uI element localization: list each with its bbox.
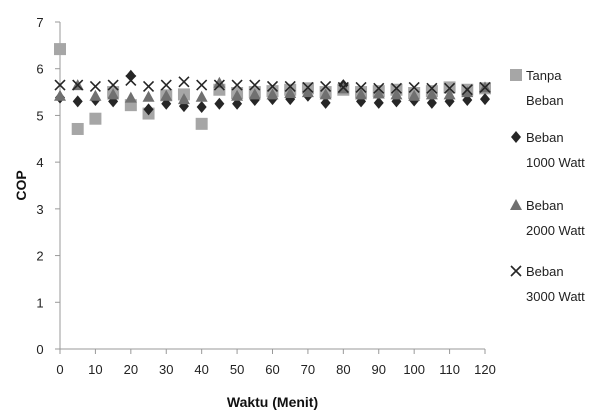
y-tick-label: 4 xyxy=(36,155,43,170)
x-tick-label: 60 xyxy=(265,362,279,377)
legend-marker-2 xyxy=(511,131,521,143)
x-tick-label: 80 xyxy=(336,362,350,377)
legend-marker-1 xyxy=(510,69,522,81)
data-point-series-4 xyxy=(144,81,154,91)
legend-label-2-line2: 1000 Watt xyxy=(526,155,585,170)
legend-label-4-line1: Beban xyxy=(526,264,564,279)
data-point-series-4 xyxy=(179,77,189,87)
data-point-series-2 xyxy=(73,95,83,107)
legend-label-1-line2: Beban xyxy=(526,93,564,108)
y-axis-title: COP xyxy=(13,170,29,200)
x-axis-title: Waktu (Menit) xyxy=(227,394,318,410)
data-point-series-2 xyxy=(214,98,224,110)
y-tick-label: 6 xyxy=(36,62,43,77)
y-tick-label: 5 xyxy=(36,108,43,123)
y-tick-label: 7 xyxy=(36,15,43,30)
data-point-series-1 xyxy=(72,123,84,135)
data-point-series-2 xyxy=(197,101,207,113)
legend-marker-4 xyxy=(511,266,521,276)
x-tick-label: 120 xyxy=(474,362,496,377)
data-point-series-3 xyxy=(54,90,66,101)
x-tick-label: 30 xyxy=(159,362,173,377)
data-point-series-3 xyxy=(196,91,208,102)
x-tick-label: 70 xyxy=(301,362,315,377)
x-tick-label: 90 xyxy=(372,362,386,377)
x-tick-label: 0 xyxy=(56,362,63,377)
legend-label-1-line1: Tanpa xyxy=(526,68,562,83)
data-point-series-3 xyxy=(125,92,137,103)
data-point-series-1 xyxy=(196,118,208,130)
data-point-series-1 xyxy=(54,43,66,55)
legend-marker-3 xyxy=(510,199,522,210)
x-tick-label: 10 xyxy=(88,362,102,377)
y-tick-label: 0 xyxy=(36,342,43,357)
legend-label-3-line1: Beban xyxy=(526,198,564,213)
x-tick-label: 110 xyxy=(439,362,460,377)
y-tick-label: 2 xyxy=(36,249,43,264)
data-point-series-2 xyxy=(480,93,490,105)
x-tick-label: 50 xyxy=(230,362,244,377)
y-tick-label: 1 xyxy=(36,295,43,310)
y-tick-label: 3 xyxy=(36,202,43,217)
legend-label-2-line1: Beban xyxy=(526,130,564,145)
data-point-series-1 xyxy=(89,113,101,125)
data-point-series-4 xyxy=(197,80,207,90)
legend-label-4-line2: 3000 Watt xyxy=(526,289,585,304)
data-point-series-2 xyxy=(374,97,384,109)
data-point-series-3 xyxy=(143,91,155,102)
data-point-series-4 xyxy=(161,80,171,90)
legend-label-3-line2: 2000 Watt xyxy=(526,223,585,238)
x-tick-label: 40 xyxy=(194,362,208,377)
x-tick-label: 20 xyxy=(124,362,138,377)
x-tick-label: 100 xyxy=(403,362,425,377)
